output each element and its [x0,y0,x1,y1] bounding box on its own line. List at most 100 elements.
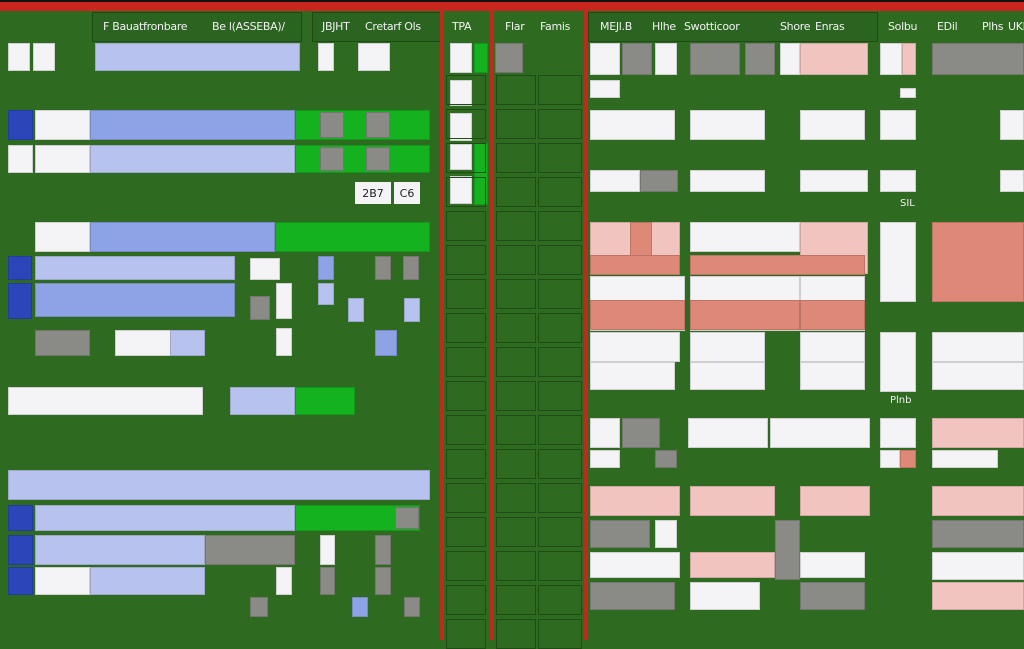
cell[interactable] [95,43,300,71]
cell[interactable] [622,418,660,448]
cell[interactable] [450,80,472,106]
cell[interactable] [320,535,335,565]
cell[interactable] [932,418,1024,448]
cell[interactable] [800,300,865,330]
cell[interactable] [590,450,620,468]
cell[interactable] [320,567,335,595]
cell[interactable] [495,43,523,73]
cell[interactable] [496,177,536,207]
cell[interactable] [276,283,292,319]
cell[interactable] [403,256,419,280]
cell[interactable] [590,80,620,98]
cell[interactable] [8,283,32,319]
cell[interactable] [366,112,390,138]
cell[interactable] [690,255,865,275]
cell[interactable] [8,110,33,140]
cell[interactable] [35,110,90,140]
cell[interactable] [375,535,391,565]
cell[interactable] [880,170,916,192]
cell[interactable] [880,450,900,468]
cell[interactable] [35,535,205,565]
cell[interactable] [8,387,203,415]
column-header[interactable]: Enras [815,20,845,33]
cell[interactable] [690,362,765,390]
cell[interactable] [932,43,1024,75]
cell[interactable] [446,551,486,581]
cell[interactable] [538,517,582,547]
cell[interactable] [800,486,870,516]
cell[interactable] [932,332,1024,362]
cell[interactable] [318,256,334,280]
cell[interactable] [250,296,270,320]
cell[interactable] [538,619,582,649]
cell[interactable] [688,418,768,448]
cell[interactable] [496,483,536,513]
cell[interactable] [932,222,1024,302]
cell[interactable] [800,362,865,390]
cell[interactable] [320,147,344,171]
cell[interactable] [295,110,430,140]
cell[interactable] [348,298,364,322]
cell[interactable] [496,245,536,275]
column-header[interactable]: Swotticoor [684,20,740,33]
cell[interactable] [250,597,268,617]
cell[interactable] [474,43,488,73]
cell[interactable] [446,109,486,139]
cell[interactable] [35,256,235,280]
cell[interactable] [446,245,486,275]
cell[interactable] [538,109,582,139]
column-header[interactable]: JBJHT [322,20,350,33]
cell[interactable]: 2B7 [355,182,391,204]
cell[interactable] [590,332,680,362]
cell[interactable] [446,449,486,479]
column-header[interactable]: Flar [505,20,525,33]
cell[interactable] [655,43,677,75]
cell[interactable] [538,177,582,207]
column-header[interactable]: Cretarf Ols [365,20,421,33]
cell[interactable] [276,567,292,595]
cell[interactable] [450,176,472,204]
column-header[interactable]: Shore [780,20,811,33]
cell[interactable] [446,75,486,105]
cell[interactable] [446,313,486,343]
cell[interactable] [496,143,536,173]
cell[interactable] [590,552,680,578]
cell[interactable] [318,43,334,71]
cell[interactable] [8,145,33,173]
cell[interactable] [932,520,1024,548]
cell[interactable] [932,450,998,468]
cell[interactable] [90,110,295,140]
cell[interactable] [590,362,675,390]
cell[interactable] [880,332,916,392]
cell[interactable] [358,43,390,71]
cell[interactable] [446,585,486,615]
cell[interactable] [780,43,800,75]
cell[interactable]: C6 [394,182,420,204]
cell[interactable] [496,75,536,105]
cell[interactable] [1000,170,1024,192]
cell[interactable] [90,222,275,252]
cell[interactable] [800,170,868,192]
column-header[interactable]: TPA [452,20,472,33]
cell[interactable] [35,505,295,531]
cell[interactable] [230,387,295,415]
column-header[interactable]: Solbu [888,20,918,33]
cell[interactable] [496,109,536,139]
cell[interactable] [8,470,430,500]
cell[interactable] [538,279,582,309]
cell[interactable] [8,505,33,531]
cell[interactable] [770,418,870,448]
column-header[interactable]: MEJl.B [600,20,632,33]
cell[interactable] [8,256,32,280]
cell[interactable] [880,222,916,302]
cell[interactable] [404,298,420,322]
cell[interactable] [538,415,582,445]
cell[interactable] [496,211,536,241]
cell[interactable] [590,110,675,140]
cell[interactable] [404,597,420,617]
cell[interactable] [446,279,486,309]
cell[interactable] [622,43,652,75]
cell[interactable] [446,143,486,173]
cell[interactable] [590,43,620,75]
cell[interactable] [690,486,775,516]
